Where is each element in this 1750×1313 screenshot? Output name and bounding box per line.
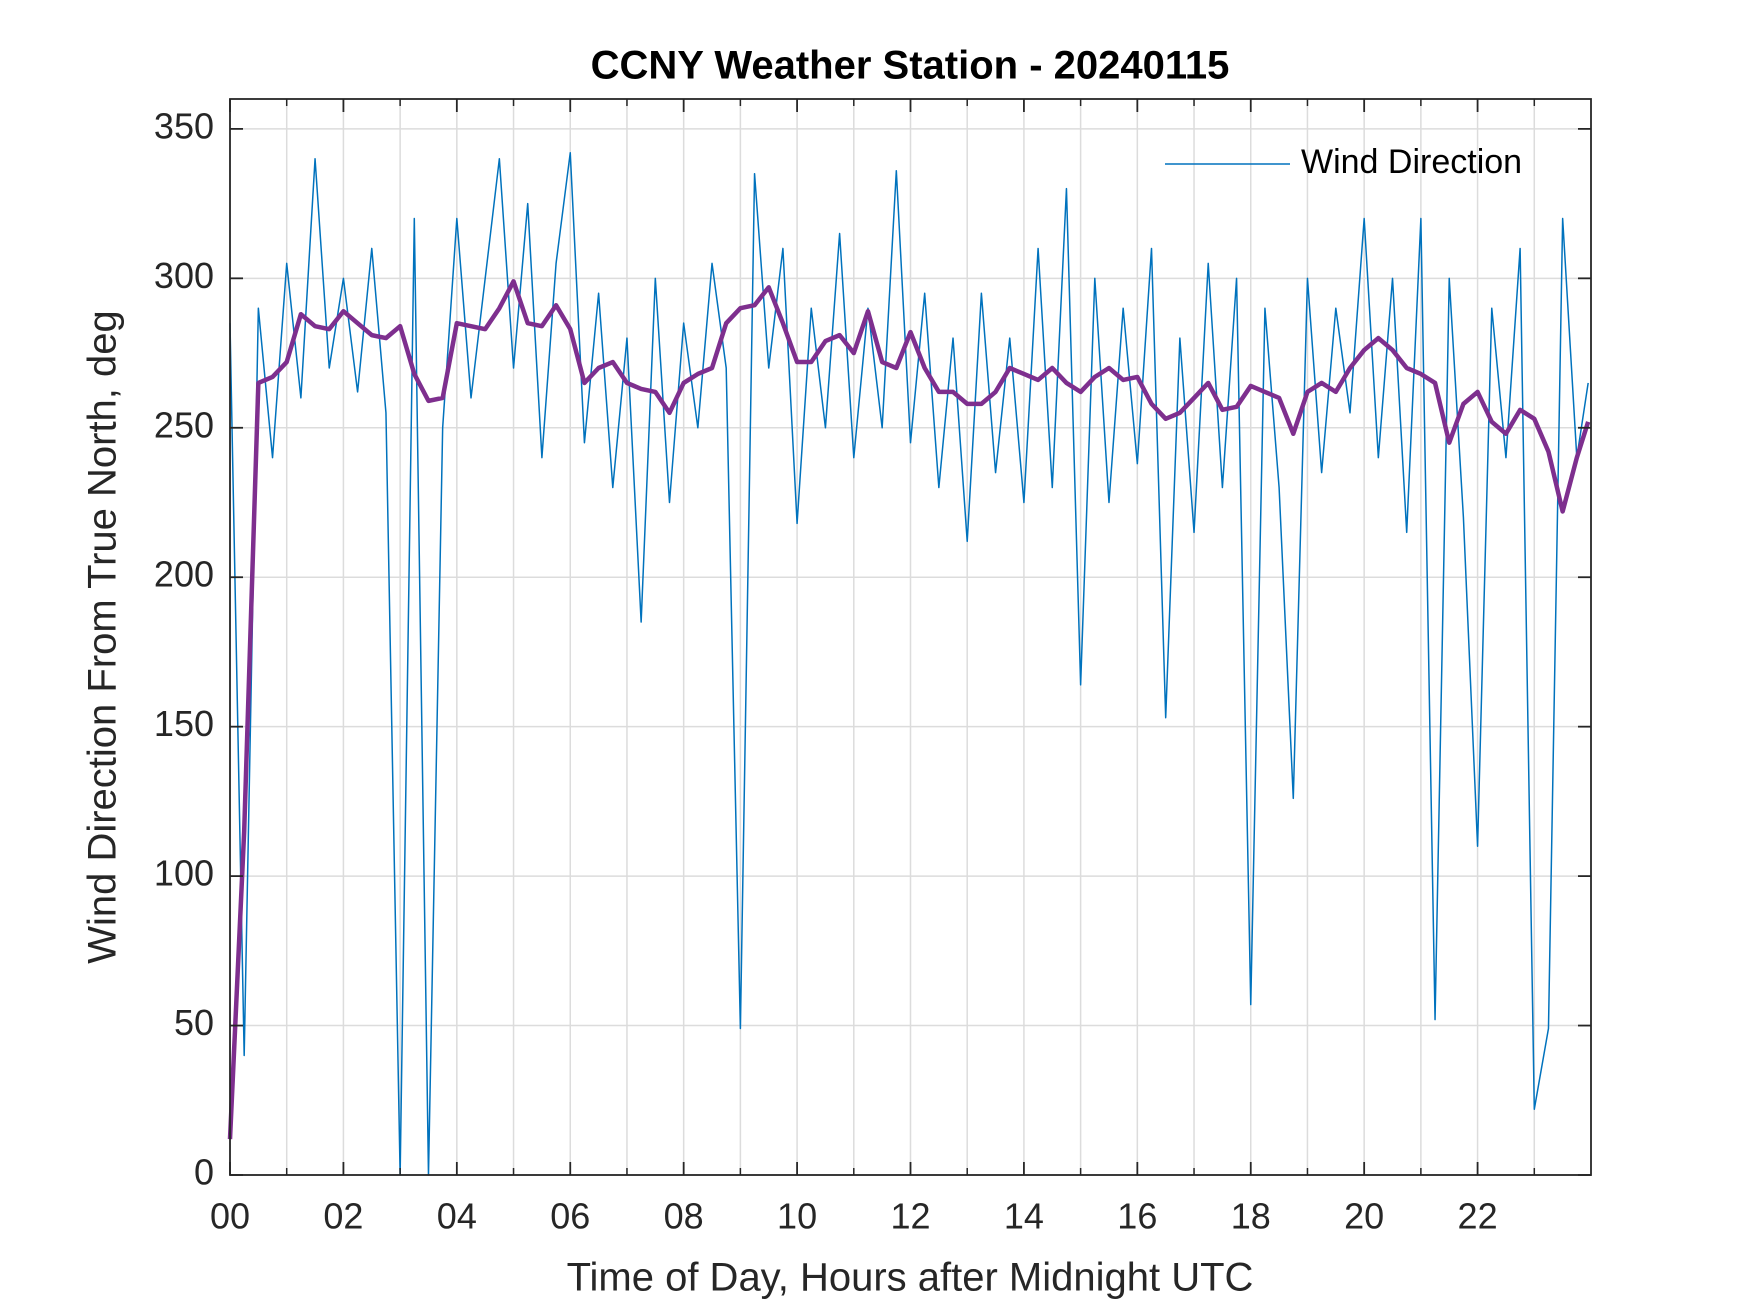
x-tick-label: 18 — [1231, 1196, 1271, 1237]
chart-title: CCNY Weather Station - 20240115 — [591, 44, 1230, 88]
y-tick-label: 150 — [154, 703, 214, 744]
y-tick-label: 0 — [194, 1152, 214, 1193]
x-tick-label: 22 — [1458, 1196, 1498, 1237]
y-tick-label: 200 — [154, 554, 214, 595]
x-tick-label: 06 — [550, 1196, 590, 1237]
x-tick-label: 12 — [890, 1196, 930, 1237]
legend-label: Wind Direction — [1301, 143, 1522, 181]
y-tick-label: 350 — [154, 105, 214, 146]
x-axis-label: Time of Day, Hours after Midnight UTC — [567, 1256, 1254, 1300]
x-tick-label: 08 — [664, 1196, 704, 1237]
x-tick-label: 10 — [777, 1196, 817, 1237]
data-line — [229, 152, 1589, 1176]
x-tick-label: 00 — [210, 1196, 250, 1237]
data-line — [227, 279, 1591, 1140]
x-tick-label: 16 — [1117, 1196, 1157, 1237]
y-tick-label: 50 — [174, 1002, 214, 1043]
x-tick-label: 20 — [1344, 1196, 1384, 1237]
x-tick-label: 02 — [323, 1196, 363, 1237]
y-axis-label: Wind Direction From True North, deg — [81, 310, 125, 964]
y-tick-label: 300 — [154, 255, 214, 296]
y-tick-label: 100 — [154, 853, 214, 894]
y-tick-label: 250 — [154, 404, 214, 445]
x-tick-label: 14 — [1004, 1196, 1044, 1237]
x-tick-label: 04 — [437, 1196, 477, 1237]
